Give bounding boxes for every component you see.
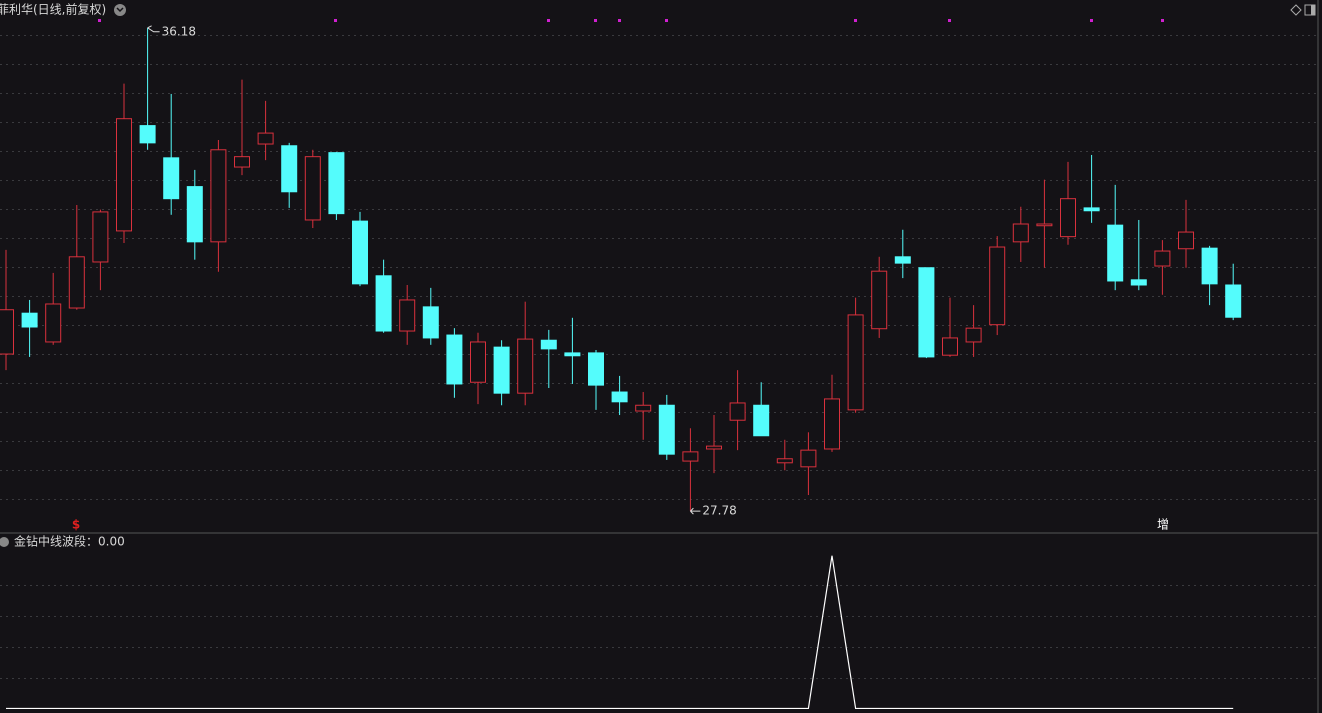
candle-body bbox=[800, 449, 817, 468]
candle-body bbox=[540, 339, 557, 350]
dropdown-arrow bbox=[116, 7, 124, 13]
annotation-arrow bbox=[147, 25, 160, 33]
max-label: 36.18 bbox=[162, 24, 196, 38]
indicator-title: 金钻中线波段：0.00 bbox=[14, 534, 125, 549]
candle-body bbox=[1060, 198, 1076, 238]
candle-body bbox=[234, 156, 250, 168]
candle-body bbox=[894, 256, 911, 264]
signal-label: $ bbox=[72, 518, 80, 532]
signal-label: 增 bbox=[1157, 518, 1169, 532]
candle-body bbox=[45, 303, 62, 343]
candle-body bbox=[328, 152, 345, 215]
candle-body bbox=[918, 267, 935, 358]
candle-body bbox=[824, 398, 840, 450]
candle-body bbox=[753, 404, 770, 437]
candle-body bbox=[68, 256, 85, 309]
candle-body bbox=[257, 132, 274, 145]
candle-body bbox=[186, 186, 203, 243]
candle-body bbox=[399, 299, 416, 332]
icon-window-part bbox=[1311, 5, 1315, 15]
candle-body bbox=[281, 145, 298, 193]
candle-body bbox=[847, 314, 864, 411]
candle-body bbox=[422, 306, 439, 339]
candle-body bbox=[21, 312, 38, 328]
candle-body bbox=[0, 309, 14, 355]
min-label: 27.78 bbox=[702, 504, 736, 518]
candle-body bbox=[446, 334, 463, 385]
indicator-line bbox=[6, 555, 1234, 710]
candle-body bbox=[163, 157, 180, 200]
candle-body bbox=[1036, 223, 1053, 227]
dropdown[interactable] bbox=[0, 537, 9, 547]
candle-body bbox=[1107, 224, 1124, 282]
candle-body bbox=[776, 458, 793, 464]
candle-body bbox=[942, 337, 958, 356]
icon-diamond[interactable] bbox=[1290, 4, 1302, 16]
candle-body bbox=[1178, 231, 1194, 250]
candle-body bbox=[375, 275, 392, 332]
candle-body bbox=[1225, 284, 1242, 318]
candle-body bbox=[470, 341, 486, 383]
candle-body bbox=[139, 125, 156, 144]
annotation-arrow bbox=[690, 507, 701, 515]
candle-body bbox=[706, 445, 722, 450]
candle-body bbox=[1130, 279, 1147, 286]
candle-body bbox=[729, 402, 746, 421]
candle-body bbox=[210, 149, 227, 243]
candle-body bbox=[871, 270, 888, 330]
candle-body bbox=[989, 246, 1006, 326]
chart-title: 菲利华(日线,前复权) bbox=[0, 2, 106, 17]
candle-body bbox=[1154, 250, 1171, 267]
candle-body bbox=[658, 404, 675, 455]
candle-body bbox=[92, 211, 109, 263]
candle-body bbox=[1083, 207, 1100, 212]
candle-body bbox=[304, 156, 321, 221]
candle-body bbox=[682, 451, 699, 462]
candle-body bbox=[564, 352, 581, 357]
candle-body bbox=[611, 391, 628, 403]
signal-dots bbox=[98, 19, 1164, 22]
candle-body bbox=[1012, 223, 1029, 243]
candle-body bbox=[965, 327, 982, 343]
candle-body bbox=[352, 220, 368, 285]
candle-body bbox=[635, 404, 652, 412]
candle-body bbox=[588, 352, 604, 386]
grid bbox=[0, 580, 1318, 705]
candle-body bbox=[1201, 247, 1218, 285]
candle-body bbox=[493, 346, 510, 394]
candle-body bbox=[116, 118, 132, 232]
candle-body bbox=[517, 338, 534, 394]
